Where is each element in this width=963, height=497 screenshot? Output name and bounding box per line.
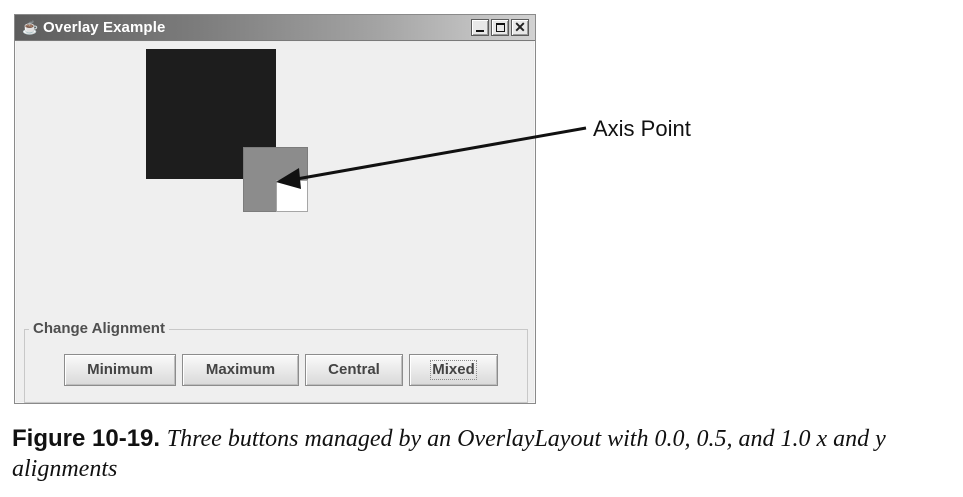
change-alignment-title: Change Alignment xyxy=(29,320,169,337)
window-content: Change Alignment Minimum Maximum Central… xyxy=(17,42,533,403)
alignment-button-row: Minimum Maximum Central Mixed xyxy=(64,354,498,386)
mixed-button[interactable]: Mixed xyxy=(409,354,498,386)
maximum-button[interactable]: Maximum xyxy=(182,354,299,386)
mixed-button-label: Mixed xyxy=(432,361,475,378)
figure-caption: Figure 10-19. Three buttons managed by a… xyxy=(12,424,958,484)
figure-caption-label: Figure 10-19. xyxy=(12,425,161,452)
small-overlay-panel xyxy=(276,180,308,212)
overlay-example-window: ☕ Overlay Example ✕ Change Alignment xyxy=(14,14,536,404)
minimize-button[interactable] xyxy=(471,19,489,36)
java-icon: ☕ xyxy=(22,20,39,35)
minimum-button[interactable]: Minimum xyxy=(64,354,176,386)
close-button[interactable]: ✕ xyxy=(511,19,529,36)
close-icon: ✕ xyxy=(514,19,526,35)
change-alignment-group: Change Alignment Minimum Maximum Central… xyxy=(24,320,528,403)
window-title: Overlay Example xyxy=(43,19,166,36)
window-controls: ✕ xyxy=(471,19,529,36)
axis-point-label: Axis Point xyxy=(593,116,691,141)
window-title-bar[interactable]: ☕ Overlay Example ✕ xyxy=(15,15,535,41)
figure-caption-text: Three buttons managed by an OverlayLayou… xyxy=(12,426,886,482)
central-button[interactable]: Central xyxy=(305,354,403,386)
maximize-icon xyxy=(496,23,505,32)
minimize-icon xyxy=(476,30,484,32)
maximize-button[interactable] xyxy=(491,19,509,36)
